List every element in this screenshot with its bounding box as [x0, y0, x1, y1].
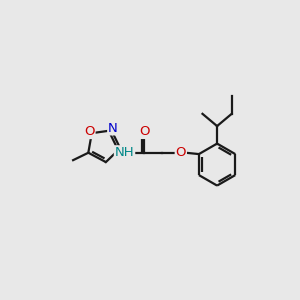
Text: O: O [176, 146, 186, 159]
Text: NH: NH [115, 146, 134, 159]
Text: O: O [139, 125, 150, 138]
Text: O: O [84, 125, 95, 138]
Text: N: N [108, 122, 118, 135]
